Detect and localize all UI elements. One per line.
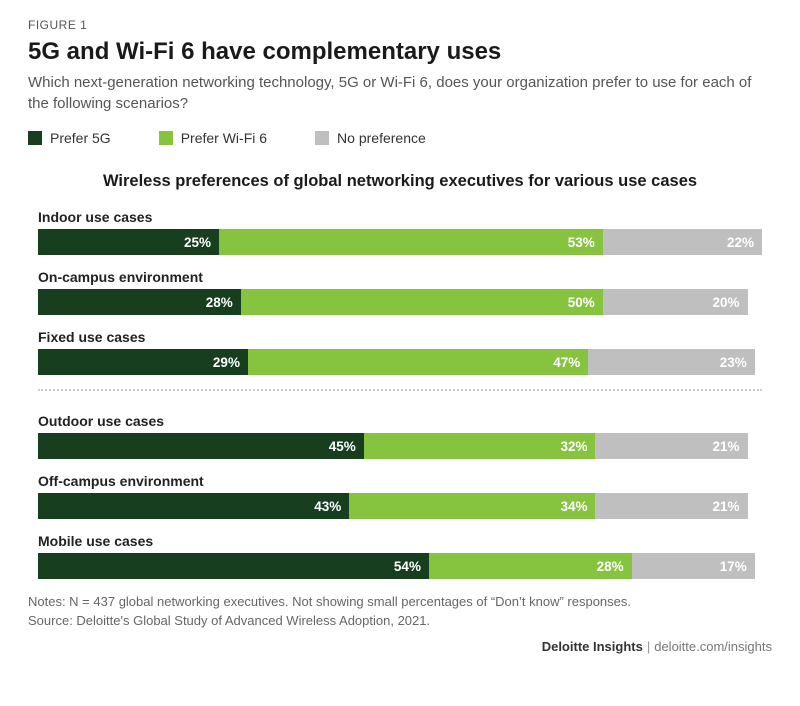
bar-segment-value: 34% xyxy=(560,499,587,514)
chart-title: Wireless preferences of global networkin… xyxy=(28,172,772,191)
notes-line-2: Source: Deloitte's Global Study of Advan… xyxy=(28,612,772,631)
bar-segment-value: 17% xyxy=(720,559,747,574)
bar-segment-value: 22% xyxy=(727,235,754,250)
bar-row-label: Indoor use cases xyxy=(38,209,762,225)
legend-item: Prefer Wi-Fi 6 xyxy=(159,130,267,146)
bar-row-label: Mobile use cases xyxy=(38,533,762,549)
bar-segment: 17% xyxy=(632,553,755,579)
group-divider xyxy=(38,389,762,391)
bar-segment: 45% xyxy=(38,433,364,459)
bar-segment: 29% xyxy=(38,349,248,375)
bar-segment: 43% xyxy=(38,493,349,519)
bar-segment-value: 47% xyxy=(553,355,580,370)
bar-segment: 20% xyxy=(603,289,748,315)
bar-segment-value: 54% xyxy=(394,559,421,574)
bar-segment-value: 23% xyxy=(720,355,747,370)
footer-url: deloitte.com/insights xyxy=(654,639,772,654)
legend-item: No preference xyxy=(315,130,426,146)
bar-segment: 22% xyxy=(603,229,762,255)
bar-segment-value: 25% xyxy=(184,235,211,250)
bar-row: 28% 50% 20% xyxy=(38,289,762,315)
bar-segment: 50% xyxy=(241,289,603,315)
bar-segment: 21% xyxy=(595,493,747,519)
bar-segment: 54% xyxy=(38,553,429,579)
legend: Prefer 5G Prefer Wi-Fi 6 No preference xyxy=(28,130,772,146)
legend-swatch xyxy=(315,131,329,145)
bar-segment: 32% xyxy=(364,433,596,459)
question-text: Which next-generation networking technol… xyxy=(28,72,772,114)
bar-segment: 34% xyxy=(349,493,595,519)
legend-label: Prefer Wi-Fi 6 xyxy=(181,130,267,146)
bar-row-label: On-campus environment xyxy=(38,269,762,285)
bar-row-label: Outdoor use cases xyxy=(38,413,762,429)
bar-segment-value: 29% xyxy=(213,355,240,370)
bar-row: 29% 47% 23% xyxy=(38,349,762,375)
legend-swatch xyxy=(159,131,173,145)
footer-separator: | xyxy=(647,639,650,654)
bar-row-label: Off-campus environment xyxy=(38,473,762,489)
legend-swatch xyxy=(28,131,42,145)
bar-segment: 21% xyxy=(595,433,747,459)
bar-segment: 53% xyxy=(219,229,603,255)
bar-segment: 28% xyxy=(38,289,241,315)
bar-segment-value: 28% xyxy=(597,559,624,574)
bar-row-label: Fixed use cases xyxy=(38,329,762,345)
legend-item: Prefer 5G xyxy=(28,130,111,146)
bar-segment-value: 50% xyxy=(568,295,595,310)
bar-segment-value: 53% xyxy=(568,235,595,250)
bar-segment: 47% xyxy=(248,349,588,375)
stacked-bar-chart: Indoor use cases 25% 53% 22% On-campus envir… xyxy=(28,209,772,579)
figure-label: FIGURE 1 xyxy=(28,18,772,32)
bar-row: 54% 28% 17% xyxy=(38,553,762,579)
bar-segment-value: 43% xyxy=(314,499,341,514)
bar-segment-value: 45% xyxy=(329,439,356,454)
bar-segment-value: 32% xyxy=(560,439,587,454)
bar-row: 25% 53% 22% xyxy=(38,229,762,255)
footer: Deloitte Insights | deloitte.com/insight… xyxy=(28,639,772,654)
bar-row: 43% 34% 21% xyxy=(38,493,762,519)
headline: 5G and Wi-Fi 6 have complementary uses xyxy=(28,38,772,66)
bar-segment-value: 21% xyxy=(712,499,739,514)
bar-row: 45% 32% 21% xyxy=(38,433,762,459)
bar-segment-value: 28% xyxy=(206,295,233,310)
bar-segment: 28% xyxy=(429,553,632,579)
bar-segment-value: 21% xyxy=(712,439,739,454)
legend-label: Prefer 5G xyxy=(50,130,111,146)
footer-brand: Deloitte Insights xyxy=(542,639,643,654)
bar-segment-value: 20% xyxy=(712,295,739,310)
bar-segment: 25% xyxy=(38,229,219,255)
legend-label: No preference xyxy=(337,130,426,146)
bar-segment: 23% xyxy=(588,349,755,375)
notes: Notes: N = 437 global networking executi… xyxy=(28,593,772,631)
notes-line-1: Notes: N = 437 global networking executi… xyxy=(28,593,772,612)
